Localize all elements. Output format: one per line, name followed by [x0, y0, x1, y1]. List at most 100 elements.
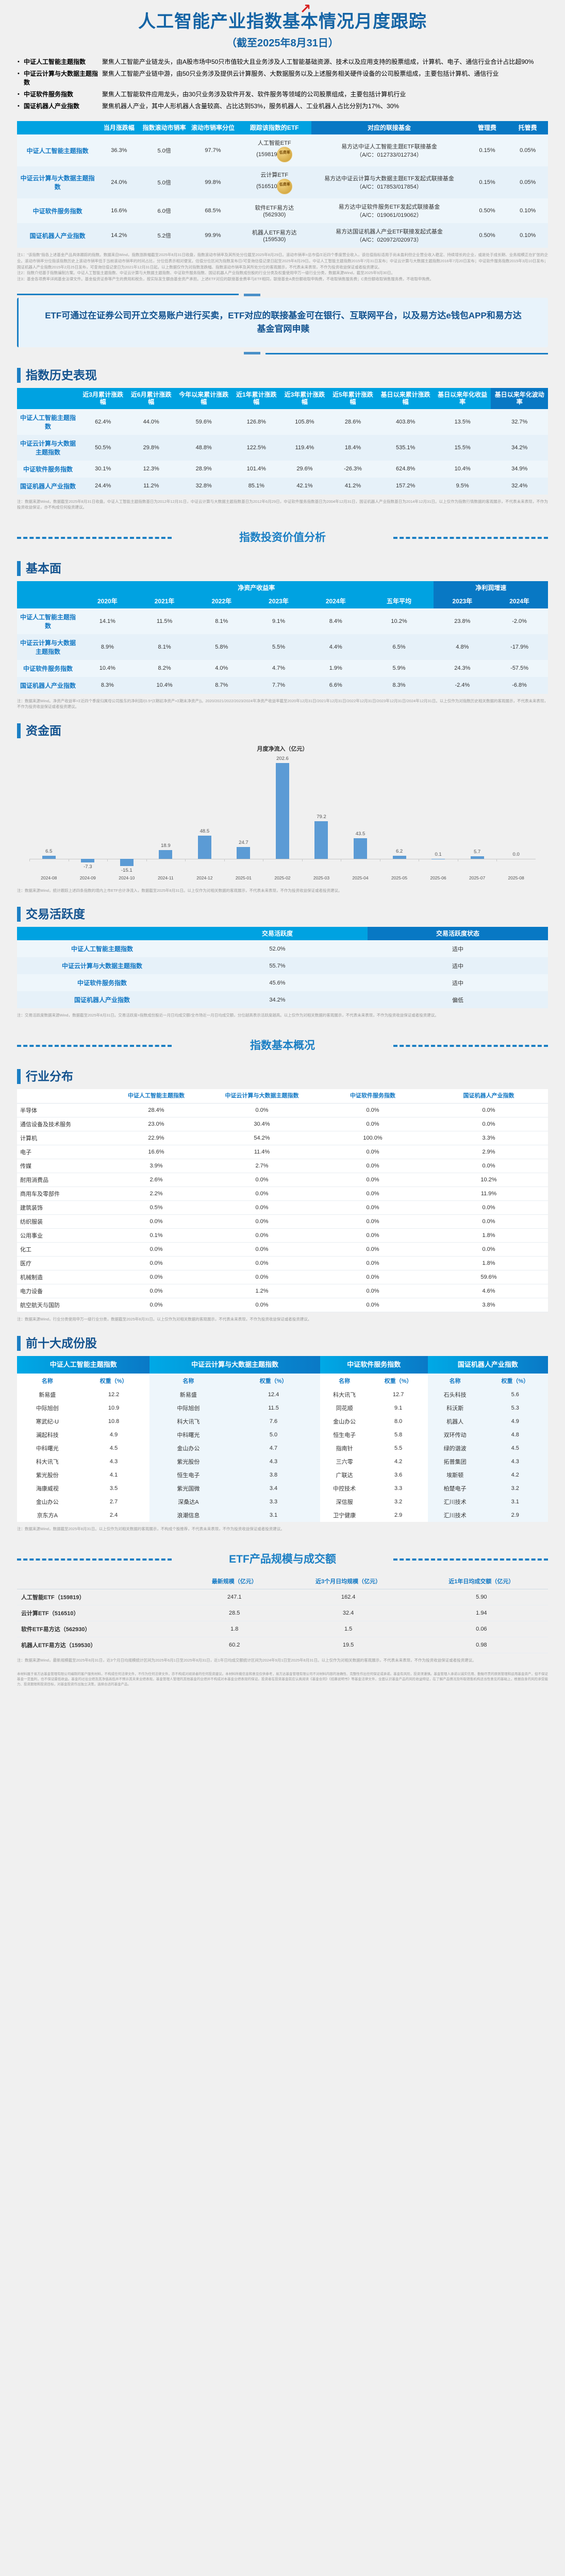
- cell-value: 1.94: [414, 1605, 548, 1621]
- dash-left: [17, 1044, 172, 1047]
- cell-value: -2.0%: [491, 608, 548, 634]
- chart-plot-area: 6.5 -7.3 -15.1 18.9 48.5 24.7 202.6 79.2 43.5 6.2…: [29, 755, 536, 873]
- table-row: 航空航天与国防 0.0% 0.0% 0.0% 3.8%: [17, 1298, 548, 1313]
- cell-custody-fee: 0.05%: [507, 134, 548, 167]
- cell-value: 13.5%: [434, 409, 491, 435]
- cell-value: 42.1%: [280, 477, 329, 495]
- cell-holding-name: 深信服: [320, 1495, 369, 1509]
- cell-value: -17.9%: [491, 634, 548, 660]
- cell-value: 23.8%: [434, 608, 491, 634]
- cell-weight: 2.2%: [105, 1187, 208, 1201]
- cell-holding-weight: 4.8: [482, 1428, 548, 1442]
- cell-weight: 0.0%: [105, 1284, 208, 1299]
- cell-industry-name: 机械制造: [17, 1270, 105, 1285]
- chart-bar: [275, 762, 289, 859]
- col-3m-avg-scale: 近3个月日均规模（亿元）: [281, 1574, 415, 1589]
- table-row: 国证机器人产业指数 14.2% 5.2倍 99.9% 机器人ETF易方达 (15…: [17, 223, 548, 248]
- group-ai-index: 中证人工智能主题指数: [17, 1355, 150, 1374]
- cell-value: 9.5%: [434, 477, 491, 495]
- cell-custody-fee: 0.10%: [507, 198, 548, 224]
- industry-note: 注：数据来源Wind，行业分类使用申万一级行业分类，数据截至2025年8月31日…: [17, 1317, 312, 1322]
- page-title: 人工智能产业指数基本情况月度跟踪 ↗: [138, 1, 427, 31]
- table-row: 通信设备及技术服务 23.0% 30.4% 0.0% 0.0%: [17, 1117, 548, 1132]
- table-header-row: 交易活跃度 交易活跃度状态: [17, 926, 548, 941]
- cell-value: 11.5%: [136, 608, 193, 634]
- table-row: 海康威视 3.5 紫光国微 3.4 中控技术 3.3 柏楚电子 3.2: [17, 1482, 548, 1496]
- cell-index: 中证软件服务指数: [17, 659, 79, 677]
- cell-holding-name: 科大讯飞: [17, 1455, 78, 1469]
- cell-value: 5.5%: [250, 634, 307, 660]
- cell-holding-weight: 4.3: [77, 1455, 150, 1469]
- cell-holding-weight: 4.2: [369, 1455, 428, 1469]
- table-row: 中证人工智能主题指数 14.1% 11.5% 8.1% 9.1% 8.4% 10.2% 23.…: [17, 608, 548, 634]
- cell-weight: 0.0%: [316, 1298, 429, 1313]
- cell-holding-name: 深桑达A: [149, 1495, 227, 1509]
- cell-holding-name: 三六零: [320, 1455, 369, 1469]
- cell-industry-name: 公用事业: [17, 1228, 105, 1243]
- cell-feeder: 易方达中证人工智能主题ETF联接基金 （A/C：012733/012734）: [311, 134, 467, 167]
- cell-weight: 23.0%: [105, 1117, 208, 1132]
- table-row: 机械制造 0.0% 0.0% 0.0% 59.6%: [17, 1270, 548, 1285]
- group-robot-index: 国证机器人产业指数: [427, 1355, 548, 1374]
- cell-holding-weight: 3.5: [77, 1482, 150, 1496]
- cell-value: 28.9%: [175, 460, 232, 478]
- cell-holding-name: 金山办公: [320, 1415, 369, 1429]
- cell-holding-name: 科沃斯: [427, 1401, 483, 1415]
- cell-weight: 0.0%: [429, 1200, 548, 1215]
- page-subtitle: （截至2025年8月31日）: [226, 38, 339, 49]
- col-index: [17, 121, 98, 135]
- cell-value: 6.5%: [364, 634, 434, 660]
- table-row: 中证云计算与大数据主题指数 50.5% 29.8% 48.8% 122.5% 119.4%…: [17, 434, 548, 461]
- status-badge: 适中: [368, 940, 548, 958]
- cell-value: 6.6%: [307, 676, 364, 694]
- cell-weight: 0.0%: [105, 1298, 208, 1313]
- cell-weight: 0.0%: [316, 1187, 429, 1201]
- col-5y-avg: 五年平均: [364, 595, 434, 608]
- cell-value: 29.6%: [280, 460, 329, 478]
- cell-weight: 0.0%: [105, 1256, 208, 1271]
- cell-holding-name: 双环传动: [427, 1428, 483, 1442]
- chart-bar: [81, 858, 95, 862]
- banner-value-analysis: 指数投资价值分析: [17, 526, 548, 548]
- cell-holding-name: 科大讯飞: [320, 1388, 369, 1402]
- col-ytd: 今年以来累计涨跌幅: [175, 387, 232, 409]
- cell-weight: 22.9%: [105, 1131, 208, 1146]
- chart-bar: [354, 838, 368, 859]
- cell-holding-weight: 5.8: [369, 1428, 428, 1442]
- cell-holding-name: 京东方A: [17, 1509, 78, 1522]
- table-subheader-row: 名称 权重（%） 名称 权重（%） 名称 权重（%） 名称 权重（%）: [17, 1374, 548, 1388]
- group-profit-growth: 净利润增速: [434, 581, 548, 595]
- cell-etf: 机器人ETF易方达 (159530): [237, 223, 312, 248]
- table-row: 国证机器人产业指数 34.2% 偏低: [17, 991, 548, 1009]
- cell-value: 126.8%: [232, 409, 281, 435]
- etf-scale-note: 注：数据来源Wind，最新规模截至2025年8月31日，近3个月日均规模统计区间…: [17, 1657, 476, 1663]
- cell-weight: 0.0%: [429, 1159, 548, 1174]
- cell-value: 247.1: [187, 1589, 282, 1605]
- col-5y: 近5年累计涨跌幅: [328, 387, 377, 409]
- cell-weight: 2.7%: [208, 1159, 316, 1174]
- chart-bar-label: 0.1: [435, 851, 442, 857]
- chart-bar-column: -15.1: [107, 755, 146, 873]
- cell-weight: 54.2%: [208, 1131, 316, 1146]
- table-row: 中证人工智能主题指数 62.4% 44.0% 59.6% 126.8% 105.8% 28.…: [17, 409, 548, 435]
- cell-holding-weight: 4.7: [227, 1442, 320, 1455]
- table-row: 纺织服装 0.0% 0.0% 0.0% 0.0%: [17, 1214, 548, 1229]
- cell-weight: 0.0%: [105, 1214, 208, 1229]
- cell-custody-fee: 0.10%: [507, 223, 548, 248]
- cell-value: 5.90: [414, 1589, 548, 1605]
- cell-holding-weight: 3.3: [227, 1495, 320, 1509]
- cell-value: 32.8%: [175, 477, 232, 495]
- cell-holding-weight: 4.2: [482, 1468, 548, 1482]
- cell-value: 4.7%: [250, 659, 307, 677]
- cell-feeder: 易方达中证软件服务ETF发起式联接基金 （A/C：019061/019062）: [311, 198, 467, 224]
- cell-weight: 0.0%: [316, 1117, 429, 1132]
- cell-weight: 0.0%: [429, 1103, 548, 1118]
- chart-bar-label: 5.7: [474, 849, 481, 855]
- table-row: 传媒 3.9% 2.7% 0.0% 0.0%: [17, 1159, 548, 1174]
- chart-bar-column: -7.3: [68, 755, 108, 873]
- bullet-desc: 聚焦人工智能产业链中游，由50只业务涉及提供云计算服务、大数据服务以及上述服务相…: [102, 70, 499, 77]
- cell-weight: 2.9%: [429, 1145, 548, 1160]
- page-root: 人工智能产业指数基本情况月度跟踪 ↗ （截至2025年8月31日） • 中证人工…: [17, 1, 548, 1687]
- table-row: 中科曙光 4.5 金山办公 4.7 指南针 5.5 绿的谐波 4.5: [17, 1442, 548, 1455]
- cell-weight: 0.0%: [208, 1187, 316, 1201]
